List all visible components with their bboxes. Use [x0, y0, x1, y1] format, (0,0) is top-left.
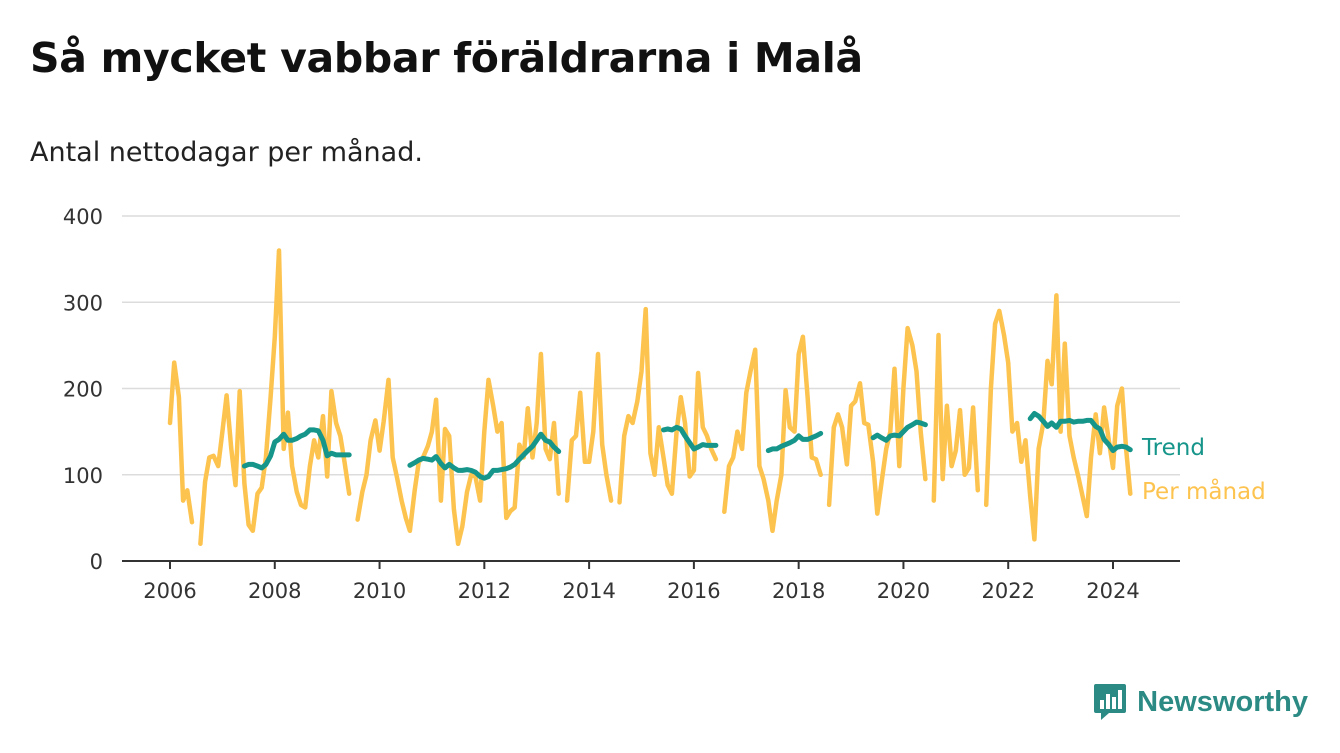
- x-tick-label: 2008: [248, 579, 301, 603]
- brand-name: Newsworthy: [1137, 685, 1308, 718]
- series-line-per-manad-segment: [198, 248, 352, 547]
- newsworthy-logo-icon: [1094, 684, 1127, 720]
- series-line-per-manad-segment: [722, 334, 823, 534]
- legend: Trend Per månad: [1141, 435, 1266, 505]
- series-line-per-manad-segment: [167, 360, 195, 525]
- series-line-trend-segment: [765, 430, 824, 454]
- grid-lines: [122, 215, 1180, 476]
- series-line-trend-segment: [1027, 411, 1133, 454]
- series-line-trend-segment: [661, 424, 719, 452]
- x-tick-label: 2012: [458, 579, 511, 603]
- series-line-trend-segment: [870, 419, 928, 443]
- series-line-per-manad-segment: [355, 351, 561, 547]
- y-tick-label: 200: [63, 378, 103, 402]
- x-axis: 2006 2008 2010 2012 2014 2016 2018 2020 2022 2024: [122, 560, 1180, 603]
- y-tick-label: 100: [63, 464, 103, 488]
- x-tick-label: 2016: [667, 579, 720, 603]
- legend-label-trend: Trend: [1141, 435, 1205, 461]
- x-tick-label: 2018: [772, 579, 825, 603]
- series-line-per-manad-segment: [617, 306, 719, 505]
- y-tick-label: 400: [63, 205, 103, 229]
- series-line-per-manad-segment: [983, 293, 1133, 542]
- brand-logo: Newsworthy: [1093, 682, 1308, 722]
- y-tick-label: 0: [90, 550, 103, 574]
- series-lines: [167, 248, 1133, 547]
- y-tick-labels: 0 100 200 300 400: [63, 205, 103, 574]
- series-line-trend-segment: [407, 431, 562, 481]
- series-line-per-manad-segment: [931, 332, 981, 503]
- series-line-trend-segment: [241, 427, 352, 471]
- x-tick-label: 2006: [143, 579, 196, 603]
- legend-label-per-manad: Per månad: [1142, 477, 1266, 505]
- series-line-per-manad-segment: [564, 351, 614, 503]
- chart-title: Så mycket vabbar föräldrarna i Malå: [30, 34, 863, 82]
- x-tick-label: 2014: [562, 579, 615, 603]
- x-tick-label: 2024: [1086, 579, 1139, 603]
- x-tick-label: 2010: [353, 579, 406, 603]
- y-tick-label: 300: [63, 291, 103, 315]
- series-line-per-manad-segment: [826, 325, 928, 516]
- x-tick-label: 2022: [981, 579, 1034, 603]
- x-tick-label: 2020: [877, 579, 930, 603]
- chart-subtitle: Antal nettodagar per månad.: [30, 137, 423, 168]
